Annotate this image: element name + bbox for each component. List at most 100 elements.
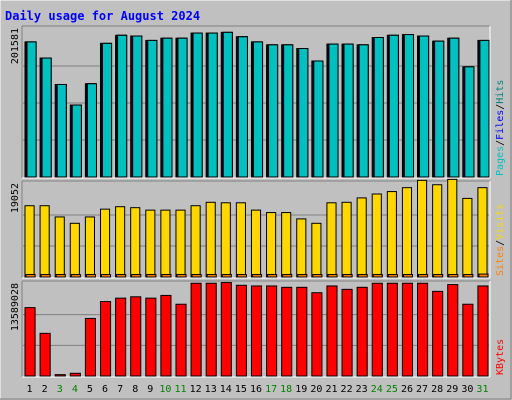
day-label: 2 <box>42 384 48 395</box>
sites-bar <box>297 274 308 278</box>
day-label: 22 <box>341 384 353 395</box>
visits-bar <box>160 209 171 278</box>
pages-bar <box>222 31 233 178</box>
sites-bar <box>25 274 36 278</box>
pages-bar <box>328 43 339 178</box>
visits-bar <box>281 212 292 278</box>
panel-bottom-ymax-tick-label: 13589028 <box>10 283 21 331</box>
sites-bar <box>463 274 474 278</box>
legend-entry-separator: / <box>495 240 506 246</box>
chart-title: Daily usage for August 2024 <box>5 9 200 23</box>
sites-bar <box>206 274 217 278</box>
visits-bar <box>24 205 35 278</box>
kbytes-bar <box>462 303 474 377</box>
kbytes-bar <box>145 297 157 377</box>
kbytes-bar <box>115 297 127 377</box>
visits-bar <box>39 205 50 278</box>
day-label: 29 <box>446 384 458 395</box>
legend-entry-hits: Hits <box>495 80 506 104</box>
pages-bar <box>56 83 67 178</box>
kbytes-bar <box>417 282 429 377</box>
pages-bar <box>147 39 158 178</box>
pages-bar <box>464 66 475 178</box>
kbytes-bar <box>99 301 112 377</box>
pages-bar <box>207 32 218 178</box>
kbytes-bar <box>220 282 232 377</box>
pages-bar <box>268 44 279 178</box>
pages-bar <box>192 32 203 178</box>
chart-panels: 201581Pages/Files/Hits19052Sites/Visits1… <box>10 25 506 378</box>
pages-bar <box>132 35 143 178</box>
kbytes-bar <box>69 372 81 377</box>
visits-bar <box>69 222 80 278</box>
kbytes-bar <box>54 374 66 377</box>
visits-bar <box>432 184 443 278</box>
sites-bar <box>327 274 338 278</box>
pages-bar <box>434 40 445 178</box>
visits-bar <box>220 202 231 278</box>
day-label: 19 <box>295 384 307 395</box>
pages-bar <box>313 60 324 178</box>
pages-bar <box>41 57 52 178</box>
day-label: 17 <box>265 384 277 395</box>
panel-bottom-legend: KBytes <box>495 339 506 375</box>
visits-bar <box>447 178 458 278</box>
visits-bar <box>145 209 156 278</box>
kbytes-bar <box>39 332 51 377</box>
pages-bar <box>479 39 490 178</box>
day-label: 16 <box>250 384 262 395</box>
kbytes-bar <box>432 290 444 377</box>
legend-entry-files: Files <box>495 110 506 140</box>
visits-bar <box>371 193 382 278</box>
sites-bar <box>418 274 429 278</box>
kbytes-bar <box>130 296 142 377</box>
day-label: 4 <box>72 384 78 395</box>
day-label: 31 <box>476 384 488 395</box>
kbytes-bar <box>386 282 398 377</box>
day-label: 23 <box>356 384 368 395</box>
pages-bar <box>177 37 188 178</box>
sites-bar <box>251 274 263 278</box>
pages-bar <box>252 41 264 178</box>
panel-top-ymax-tick-label: 201581 <box>10 28 21 64</box>
visits-bar <box>235 202 246 278</box>
visits-bar <box>296 218 307 278</box>
kbytes-bar <box>190 282 202 377</box>
kbytes-bar <box>175 303 187 377</box>
sites-bar <box>146 274 157 278</box>
day-label: 20 <box>310 384 322 395</box>
legend-entry-separator: / <box>495 104 506 110</box>
day-label: 11 <box>174 384 186 395</box>
sites-bar <box>40 274 51 278</box>
legend-entry-kbytes: KBytes <box>495 339 506 375</box>
kbytes-bar <box>250 285 263 377</box>
day-label: 28 <box>431 384 443 395</box>
visits-bar <box>175 209 186 278</box>
kbytes-bar <box>24 307 36 377</box>
day-label: 15 <box>235 384 247 395</box>
day-label: 5 <box>87 384 93 395</box>
visits-bar <box>417 179 428 278</box>
pages-bar <box>162 37 173 178</box>
pages-bar <box>117 34 128 178</box>
sites-bar <box>55 274 66 278</box>
kbytes-bar <box>371 282 383 377</box>
panel-middle-ymax-tick-label: 19052 <box>10 183 21 213</box>
pages-bar <box>283 44 294 178</box>
kbytes-bar <box>266 285 278 377</box>
pages-bar <box>373 37 384 178</box>
day-label: 26 <box>401 384 413 395</box>
day-label: 8 <box>132 384 138 395</box>
day-label: 3 <box>57 384 63 395</box>
sites-bar <box>100 274 112 278</box>
kbytes-bar <box>326 285 338 377</box>
pages-bar <box>419 35 430 178</box>
sites-bar <box>312 274 323 278</box>
visits-bar <box>250 209 262 278</box>
pages-bar <box>237 36 248 178</box>
visits-bar <box>205 201 216 278</box>
kbytes-bar <box>311 292 323 377</box>
day-label: 1 <box>27 384 33 395</box>
sites-bar <box>342 274 353 278</box>
